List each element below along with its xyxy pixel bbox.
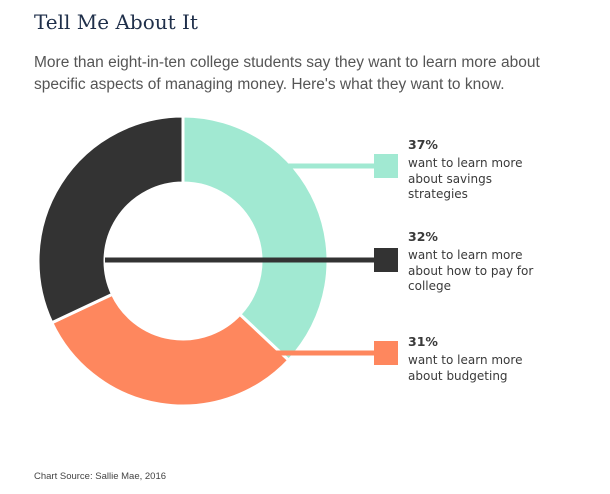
label-budgeting-pct: 31% bbox=[408, 334, 438, 349]
slice-budgeting bbox=[49, 292, 291, 408]
label-budgeting-desc: want to learn more about budgeting bbox=[408, 353, 523, 383]
legend-marker-budgeting bbox=[374, 341, 398, 365]
label-pay-for-college: 32% want to learn more about how to pay … bbox=[408, 229, 538, 295]
legend-marker-savings bbox=[374, 154, 398, 178]
label-savings-desc: want to learn more about savings strateg… bbox=[408, 156, 523, 201]
label-budgeting: 31% want to learn more about budgeting bbox=[408, 334, 538, 384]
slice-savings-strategies bbox=[181, 114, 330, 363]
chart-subtitle: More than eight-in-ten college students … bbox=[34, 54, 540, 93]
chart-source: Chart Source: Sallie Mae, 2016 bbox=[34, 471, 167, 482]
chart-title: Tell Me About It bbox=[34, 10, 198, 34]
slice-pay-for-college bbox=[36, 114, 185, 325]
label-savings-pct: 37% bbox=[408, 137, 438, 152]
label-college-pct: 32% bbox=[408, 229, 438, 244]
label-college-desc: want to learn more about how to pay for … bbox=[408, 248, 534, 293]
legend-marker-college bbox=[374, 248, 398, 272]
label-savings-strategies: 37% want to learn more about savings str… bbox=[408, 137, 538, 203]
